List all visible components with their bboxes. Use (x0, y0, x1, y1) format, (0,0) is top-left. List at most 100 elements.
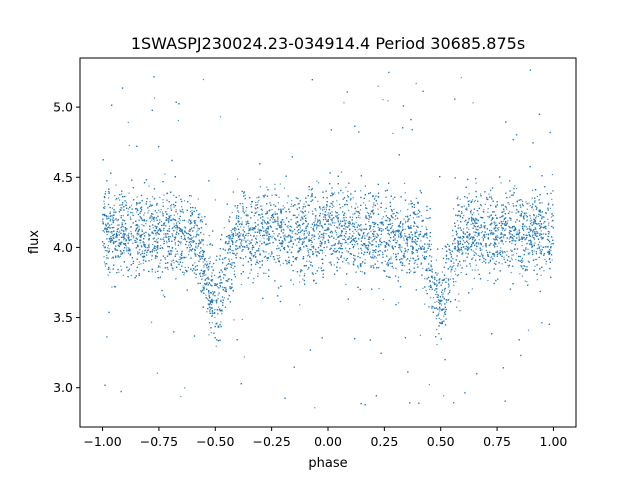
data-point (309, 248, 311, 251)
data-point (108, 241, 110, 243)
data-point (246, 233, 248, 235)
data-point (254, 243, 257, 245)
data-point (518, 237, 520, 239)
data-point (462, 235, 464, 238)
data-point (448, 285, 450, 287)
data-point (369, 252, 371, 254)
data-point (116, 240, 118, 242)
data-point (148, 243, 150, 245)
data-point (347, 243, 349, 245)
data-point (179, 219, 181, 221)
data-point (102, 220, 104, 222)
data-point (549, 249, 551, 251)
data-point (266, 243, 268, 245)
data-point (154, 246, 156, 248)
data-point (477, 213, 480, 215)
data-point (211, 310, 214, 313)
data-point (480, 231, 482, 234)
data-point (430, 243, 433, 246)
data-point (109, 218, 112, 220)
data-point (243, 226, 245, 228)
data-point (180, 253, 182, 256)
data-point (350, 240, 353, 243)
data-point (404, 220, 407, 222)
data-point (259, 229, 261, 231)
data-point (469, 246, 471, 249)
data-point (115, 184, 117, 186)
data-point (500, 240, 502, 242)
data-point (438, 317, 440, 320)
data-point (550, 249, 552, 252)
data-point (540, 230, 542, 232)
data-point (292, 283, 295, 285)
data-point (163, 194, 165, 196)
data-point (520, 210, 523, 212)
data-point (163, 233, 165, 235)
data-point (550, 216, 553, 218)
data-point (527, 248, 529, 250)
data-point (525, 212, 527, 214)
data-point (130, 274, 132, 277)
data-point (508, 203, 510, 205)
data-point (428, 267, 430, 269)
data-point (312, 236, 314, 238)
data-point (347, 190, 349, 193)
data-point (291, 240, 293, 242)
data-point (188, 238, 190, 240)
data-point (377, 226, 379, 229)
data-point (348, 209, 350, 212)
data-point (524, 214, 526, 216)
data-point (435, 293, 437, 296)
data-point (327, 214, 329, 216)
data-point (453, 284, 455, 286)
data-point (258, 245, 261, 247)
data-point (152, 243, 154, 246)
data-point (160, 220, 163, 223)
data-point (509, 196, 511, 198)
data-point (276, 254, 278, 257)
data-point (506, 250, 508, 253)
data-point (283, 187, 286, 189)
data-point (505, 217, 507, 219)
data-point (184, 266, 186, 268)
data-point (360, 244, 362, 246)
data-point (306, 255, 309, 257)
data-point (365, 247, 367, 249)
data-point (255, 201, 257, 204)
data-point (275, 228, 277, 230)
data-point (190, 240, 192, 243)
data-point (243, 235, 245, 237)
data-point (485, 233, 488, 236)
data-point (331, 232, 333, 234)
data-point (107, 215, 109, 217)
data-point (544, 258, 546, 261)
data-point (104, 250, 106, 252)
data-point (489, 244, 491, 246)
data-point (254, 207, 256, 209)
data-point (485, 225, 487, 227)
data-point (480, 204, 483, 207)
data-point (195, 224, 197, 226)
data-point (333, 225, 336, 227)
data-point (209, 256, 211, 258)
data-point (211, 300, 214, 302)
data-point (334, 211, 337, 213)
data-point (218, 326, 220, 328)
data-point (174, 244, 176, 246)
data-point (171, 203, 173, 206)
data-point (518, 239, 520, 241)
data-point (442, 293, 444, 295)
data-point (149, 203, 152, 206)
data-point (533, 250, 535, 252)
data-point (525, 226, 528, 228)
data-point (328, 261, 330, 264)
data-point (107, 245, 110, 247)
data-point (452, 265, 454, 268)
data-point (169, 236, 171, 238)
data-point (446, 299, 448, 301)
data-point (159, 276, 162, 278)
data-point (453, 264, 455, 267)
data-point (172, 235, 174, 237)
data-point (458, 300, 460, 302)
data-point (511, 242, 513, 245)
